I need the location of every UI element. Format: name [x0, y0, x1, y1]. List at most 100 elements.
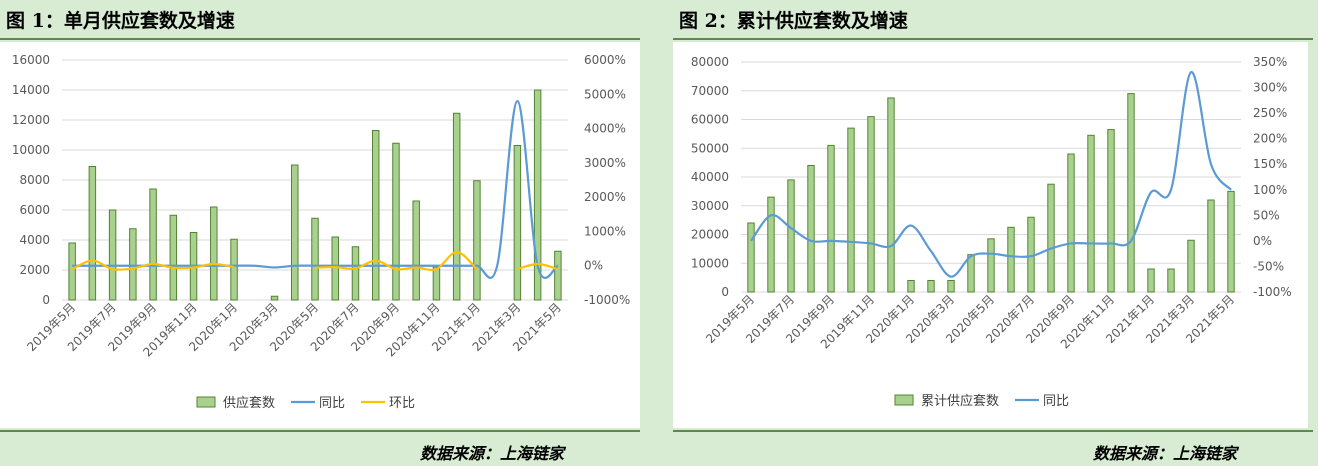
- bar: [747, 222, 755, 293]
- y-left-tick-label: 8000: [19, 173, 50, 187]
- y-right-tick-label: 100%: [1253, 183, 1287, 197]
- y-right-tick-label: -100%: [1253, 285, 1292, 299]
- bar: [867, 116, 875, 293]
- bar: [887, 97, 895, 293]
- y-left-tick-label: 70000: [691, 84, 729, 98]
- y-right-tick-label: 2000%: [584, 190, 626, 204]
- bar: [807, 165, 815, 293]
- figure-1-top-rule: [0, 38, 640, 40]
- y-left-tick-label: 20000: [691, 228, 729, 242]
- bar: [1227, 190, 1235, 293]
- y-right-tick-label: -50%: [1253, 259, 1284, 273]
- bar: [452, 112, 461, 301]
- legend-swatch-bar: [894, 394, 914, 406]
- bar: [108, 209, 117, 301]
- y-left-tick-label: 0: [42, 293, 50, 307]
- figure-2-top-rule: [673, 38, 1313, 40]
- bar: [68, 242, 76, 301]
- mom-series-line: [314, 250, 478, 272]
- bar: [1067, 153, 1075, 293]
- y-left-tick-label: 6000: [19, 203, 50, 217]
- bar: [554, 250, 562, 301]
- mom-series-line: [71, 259, 235, 271]
- figure-1-chart: 0 2000 4000 6000 8000 10000 12000 14000 16000 -10…: [12, 53, 630, 411]
- bar: [210, 206, 218, 301]
- y-right-tick-label: 4000%: [584, 122, 626, 136]
- y-left-tick-label: 50000: [691, 141, 729, 155]
- bar: [129, 228, 137, 301]
- bar: [473, 180, 481, 301]
- bar: [533, 89, 542, 301]
- bar: [827, 144, 835, 293]
- bar: [1007, 226, 1015, 293]
- y-right-tick-label: 3000%: [584, 156, 626, 170]
- bar: [311, 217, 319, 301]
- y-left-tick-label: 2000: [19, 263, 50, 277]
- figure-2-source: 数据来源：上海链家: [1093, 444, 1238, 463]
- legend-label: 供应套数: [223, 395, 275, 411]
- legend-label: 环比: [389, 396, 415, 411]
- y-right-tick-label: 5000%: [584, 87, 626, 101]
- figure-2-chart-area: 0 10000 20000 30000 40000 50000 60000 70000 8000…: [673, 42, 1308, 428]
- bar: [169, 214, 178, 301]
- bar: [907, 280, 915, 293]
- mom-series-line: [517, 262, 559, 271]
- bar: [230, 238, 238, 301]
- bar: [1127, 93, 1135, 293]
- y-left-tick-label: 60000: [691, 113, 729, 127]
- y-left-tick-label: 10000: [691, 256, 729, 270]
- y-left-tick-label: 40000: [691, 170, 729, 184]
- figure-1-bottom-rule: [0, 430, 640, 432]
- bar: [967, 254, 975, 293]
- bar: [371, 130, 380, 301]
- y-left-tick-label: 12000: [12, 113, 50, 127]
- y-left-tick-label: 10000: [12, 143, 50, 157]
- y-right-tick-label: 50%: [1253, 208, 1280, 222]
- y-right-tick-label: 1000%: [584, 224, 626, 238]
- figure-2-chart: 0 10000 20000 30000 40000 50000 60000 70000 8000…: [691, 55, 1292, 409]
- y-left-tick-label: 30000: [691, 199, 729, 213]
- figure-2-panel: 图 2：累计供应套数及增速 0 10000 20000 30000 40000 50000…: [673, 0, 1313, 466]
- figure-1-source: 数据来源：上海链家: [420, 444, 565, 463]
- bar: [1187, 239, 1195, 293]
- y-right-tick-label: 0%: [584, 259, 603, 273]
- bar: [947, 280, 955, 293]
- y-right-tick-label: 200%: [1253, 132, 1287, 146]
- bar: [432, 266, 441, 301]
- bar: [1167, 268, 1175, 293]
- bar: [1087, 134, 1095, 293]
- bar: [767, 196, 775, 293]
- y-right-tick-label: 250%: [1253, 106, 1287, 120]
- bar: [149, 188, 157, 301]
- y-right-tick-label: 350%: [1253, 55, 1287, 69]
- figure-1-chart-area: 0 2000 4000 6000 8000 10000 12000 14000 16000 -10…: [0, 42, 640, 428]
- bar: [1107, 129, 1115, 293]
- figure-1-title: 图 1：单月供应套数及增速: [6, 10, 235, 32]
- legend-label: 同比: [319, 396, 345, 411]
- y-right-tick-label: -1000%: [584, 293, 630, 307]
- bar: [412, 200, 420, 301]
- bar: [1207, 199, 1215, 293]
- bar: [392, 142, 400, 301]
- y-right-tick-label: 150%: [1253, 157, 1287, 171]
- bar: [513, 145, 522, 301]
- y-right-tick-label: 0%: [1253, 234, 1272, 248]
- y-left-tick-label: 80000: [691, 55, 729, 69]
- figure-1-panel: 图 1：单月供应套数及增速 0 2000 4000 6000 8000 10000 1200…: [0, 0, 640, 466]
- bar: [787, 179, 795, 293]
- y-right-tick-label: 6000%: [584, 53, 626, 67]
- bar: [291, 164, 299, 301]
- legend-swatch-bar: [196, 396, 216, 408]
- yoy-series-line: [750, 71, 1232, 278]
- yoy-series-line: [72, 100, 559, 279]
- bar: [987, 238, 995, 293]
- y-left-tick-label: 0: [721, 285, 729, 299]
- bar: [927, 280, 935, 293]
- figure-2-bottom-rule: [673, 430, 1313, 432]
- y-left-tick-label: 16000: [12, 53, 50, 67]
- y-right-tick-label: 300%: [1253, 81, 1287, 95]
- bar: [847, 127, 855, 293]
- bar: [331, 236, 339, 301]
- bar: [1147, 268, 1155, 293]
- bar: [351, 246, 360, 301]
